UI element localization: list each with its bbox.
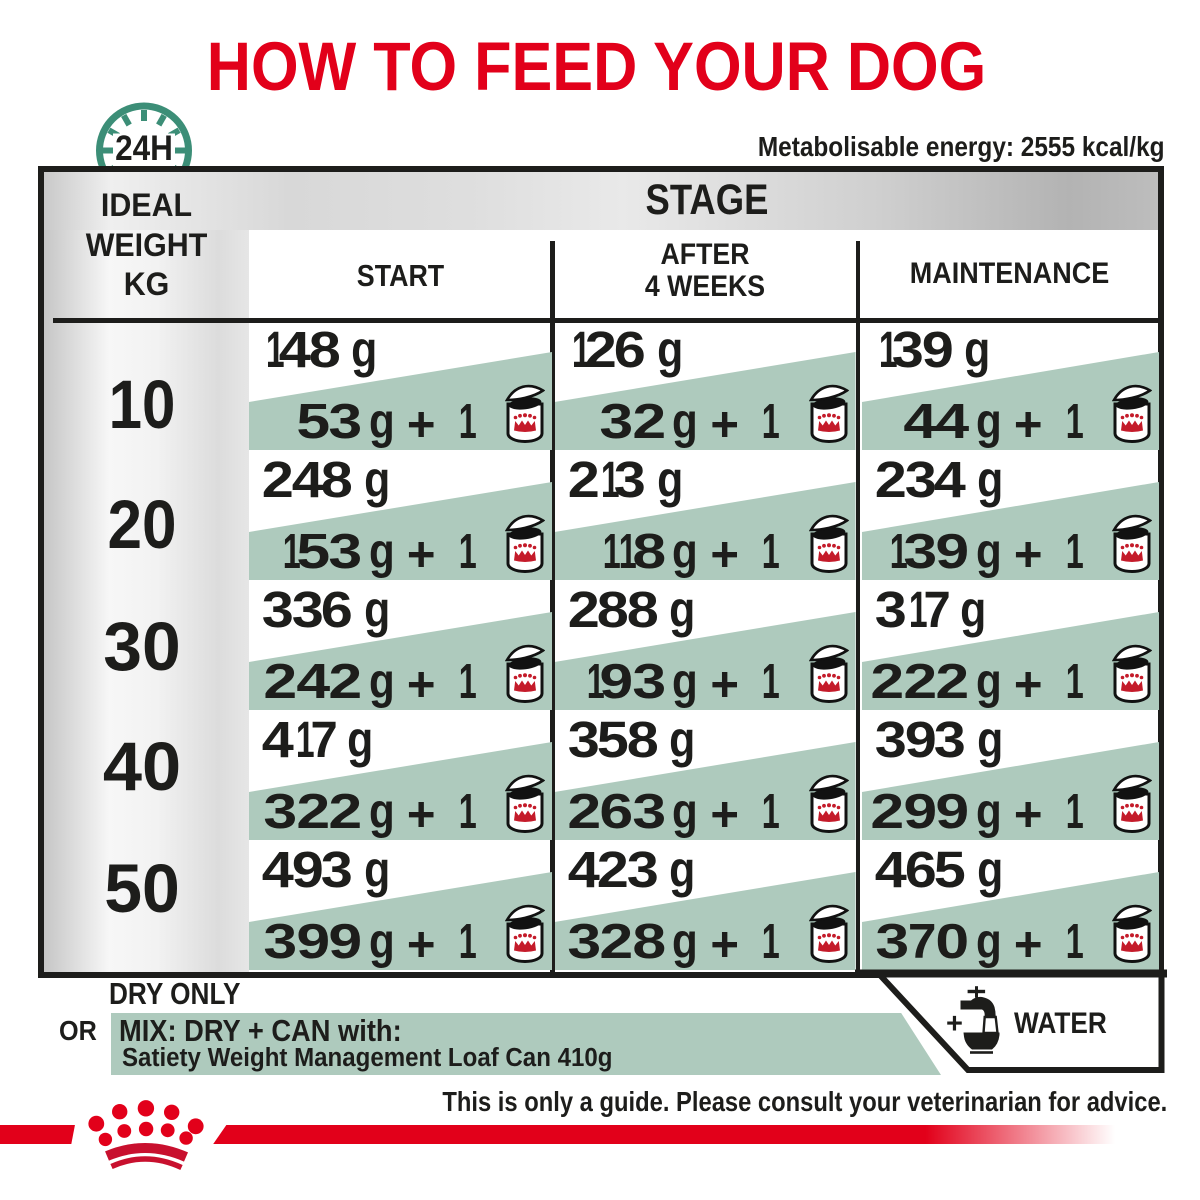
- svg-text:24H: 24H: [115, 130, 173, 168]
